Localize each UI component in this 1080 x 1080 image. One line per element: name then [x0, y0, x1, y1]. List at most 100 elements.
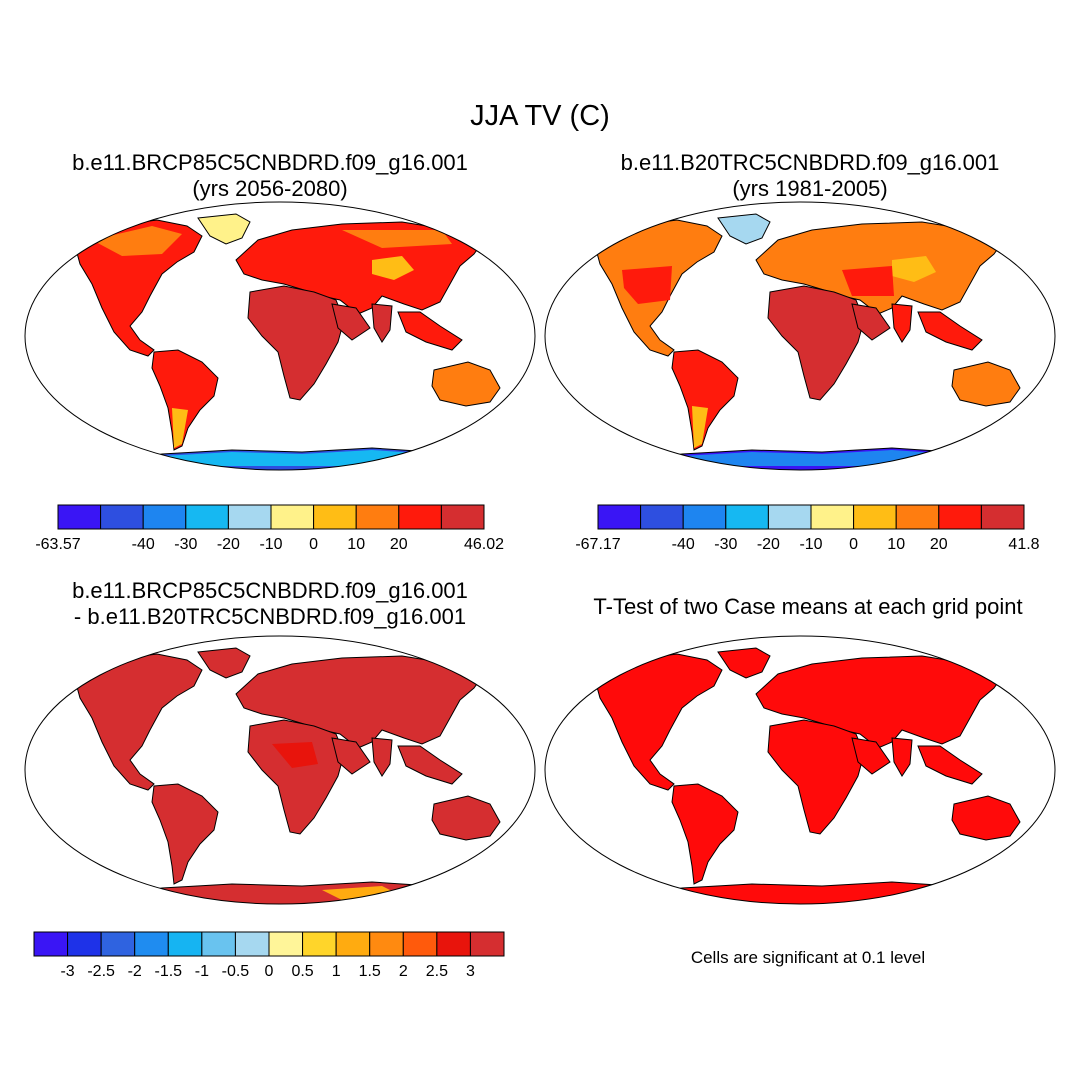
- region-arabia: [851, 737, 891, 775]
- colorbar-label: -20: [757, 536, 780, 553]
- panel-title-ttest: T-Test of two Case means at each grid po…: [593, 594, 1023, 619]
- map-difference: [24, 635, 536, 905]
- region-arabia: [331, 737, 371, 775]
- colorbar-box: [853, 504, 897, 530]
- colorbar-label: -2: [128, 963, 142, 980]
- patch-tibet-cool: [372, 256, 414, 280]
- colorbar-box: [369, 931, 404, 957]
- region-africa: [767, 285, 865, 401]
- colorbar-box: [268, 931, 304, 957]
- colorbar-label: -10: [799, 536, 822, 553]
- region-greenland: [197, 647, 251, 679]
- panel-title-difference: b.e11.BRCP85C5CNBDRD.f09_g16.001 - b.e11…: [20, 578, 520, 630]
- region-greenland: [717, 213, 771, 245]
- colorbar-label: -30: [714, 536, 737, 553]
- colorbar-box: [398, 504, 442, 530]
- region-africa: [247, 285, 345, 401]
- region-europe-asia: [235, 655, 485, 749]
- region-south-america: [151, 783, 219, 885]
- colorbar-case2: -67.17 -40 -30 -20 -10 0 10 20 41.8: [575, 504, 1040, 553]
- colorbar-box: [57, 504, 102, 530]
- colorbar-label: 0: [849, 536, 858, 553]
- patch-mideast-warm: [842, 266, 894, 296]
- region-europe-asia: [755, 655, 1005, 749]
- colorbar-box: [335, 931, 371, 957]
- colorbar-label: -1: [195, 963, 209, 980]
- colorbar-label: -63.57: [35, 536, 80, 553]
- colorbar-box: [167, 931, 203, 957]
- colorbar-box: [355, 504, 400, 530]
- figure-title: JJA TV (C): [470, 100, 610, 132]
- colorbar-label: -40: [132, 536, 155, 553]
- colorbar-box: [440, 504, 485, 530]
- colorbar-box: [767, 504, 812, 530]
- region-south-america: [151, 349, 219, 451]
- panel-title-line2: - b.e11.B20TRC5CNBDRD.f09_g16.001: [73, 604, 467, 629]
- map-border: [544, 635, 1056, 905]
- colorbar-box: [640, 504, 684, 530]
- region-greenland: [717, 647, 771, 679]
- colorbar-box: [142, 504, 187, 530]
- map-case2: [544, 201, 1056, 471]
- panel-title-line2: (yrs 1981-2005): [732, 176, 888, 201]
- region-australia: [431, 361, 501, 407]
- region-north-america: [593, 653, 723, 791]
- panel-title-line2: (yrs 2056-2080): [192, 176, 348, 201]
- colorbar-label: -0.5: [222, 963, 250, 980]
- colorbar-label: -1.5: [154, 963, 182, 980]
- colorbar-box: [469, 931, 505, 957]
- map-case1: [24, 201, 536, 471]
- colorbar-box: [67, 931, 102, 957]
- colorbar-box: [895, 504, 940, 530]
- region-greenland: [197, 213, 251, 245]
- colorbar-label: 20: [390, 536, 408, 553]
- colorbar-label: 41.8: [1008, 536, 1039, 553]
- colorbar-case1: -63.57 -40 -30 -20 -10 0 10 20 46.02: [35, 504, 504, 553]
- panel-title-case1: b.e11.BRCP85C5CNBDRD.f09_g16.001 (yrs 20…: [20, 150, 520, 202]
- colorbar-box: [185, 504, 229, 530]
- colorbar-label: -10: [259, 536, 282, 553]
- region-india: [371, 737, 393, 777]
- region-arabia: [331, 303, 371, 341]
- colorbar-label: -20: [217, 536, 240, 553]
- map-ttest: [544, 635, 1056, 905]
- patch-usa-warm: [622, 266, 672, 304]
- region-africa: [247, 719, 345, 835]
- region-se-asia: [917, 311, 983, 351]
- region-se-asia: [397, 311, 463, 351]
- significance-note: Cells are significant at 0.1 level: [690, 948, 926, 967]
- patch-siberia-mid: [342, 230, 452, 248]
- colorbar-label: 1.5: [359, 963, 381, 980]
- map-border: [24, 635, 536, 905]
- colorbar-box: [227, 504, 272, 530]
- colorbar-label: -2.5: [87, 963, 115, 980]
- colorbar-box: [302, 931, 337, 957]
- colorbar-box: [402, 931, 438, 957]
- colorbar-label: 2.5: [426, 963, 448, 980]
- region-south-america: [671, 783, 739, 885]
- panel-title-line1: b.e11.BRCP85C5CNBDRD.f09_g16.001: [72, 578, 468, 603]
- region-australia: [951, 361, 1021, 407]
- colorbar-box: [597, 504, 642, 530]
- colorbar-label: 20: [930, 536, 948, 553]
- colorbar-box: [725, 504, 769, 530]
- colorbar-box: [682, 504, 727, 530]
- colorbar-label: -30: [174, 536, 197, 553]
- colorbar-box: [234, 931, 270, 957]
- colorbar-label: -67.17: [575, 536, 620, 553]
- colorbar-label: 0: [309, 536, 318, 553]
- colorbar-box: [313, 504, 357, 530]
- colorbar-label: 2: [399, 963, 408, 980]
- colorbar-label: -40: [672, 536, 695, 553]
- region-south-america: [671, 349, 739, 451]
- map-border: [24, 201, 536, 471]
- region-australia: [431, 795, 501, 841]
- region-africa: [767, 719, 865, 835]
- panel-title-case2: b.e11.B20TRC5CNBDRD.f09_g16.001 (yrs 198…: [560, 150, 1060, 202]
- colorbar-label: 10: [347, 536, 365, 553]
- panel-title-line1: b.e11.B20TRC5CNBDRD.f09_g16.001: [620, 150, 1000, 175]
- colorbar-box: [436, 931, 471, 957]
- colorbar-box: [810, 504, 855, 530]
- patch-africa-smaller: [272, 742, 318, 768]
- region-se-asia: [397, 745, 463, 785]
